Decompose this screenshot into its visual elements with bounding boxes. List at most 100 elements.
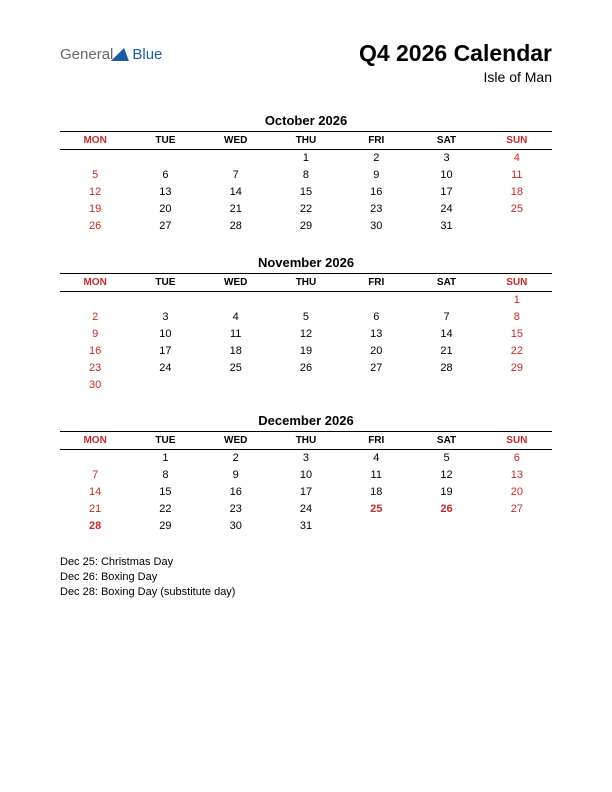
calendar-cell: 23 <box>60 359 130 376</box>
calendar-cell: 30 <box>341 218 411 235</box>
logo-sail-icon <box>111 48 133 61</box>
calendar-cell: 11 <box>482 167 552 184</box>
calendar-cell <box>341 518 411 535</box>
calendar-cell <box>482 518 552 535</box>
calendar-cell: 30 <box>201 518 271 535</box>
calendar-cell: 22 <box>130 501 200 518</box>
calendar-cell: 7 <box>60 467 130 484</box>
weekday-header: SAT <box>411 273 481 291</box>
calendar-cell: 16 <box>201 484 271 501</box>
calendar-cell: 18 <box>341 484 411 501</box>
calendar-cell: 17 <box>130 342 200 359</box>
logo-text-general: General <box>60 46 113 63</box>
weekday-header: TUE <box>130 273 200 291</box>
calendar-cell: 26 <box>411 501 481 518</box>
page-title: Q4 2026 Calendar <box>359 40 552 67</box>
calendar-cell: 2 <box>201 450 271 467</box>
calendar-cell: 6 <box>482 450 552 467</box>
calendar-cell: 9 <box>341 167 411 184</box>
calendar-cell <box>411 518 481 535</box>
calendar-cell: 27 <box>482 501 552 518</box>
calendar-cell <box>482 218 552 235</box>
calendar-row: 262728293031 <box>60 218 552 235</box>
calendar-cell <box>411 376 481 393</box>
calendar-cell: 9 <box>60 325 130 342</box>
calendar-cell: 13 <box>341 325 411 342</box>
calendar-cell: 13 <box>482 467 552 484</box>
calendar-cell: 8 <box>482 308 552 325</box>
month-block: November 2026MONTUEWEDTHUFRISATSUN123456… <box>60 255 552 394</box>
calendar-cell: 8 <box>271 167 341 184</box>
weekday-header: WED <box>201 432 271 450</box>
calendar-cell: 24 <box>130 359 200 376</box>
calendar-cell: 18 <box>482 184 552 201</box>
calendar-cell: 17 <box>411 184 481 201</box>
calendar-cell: 27 <box>341 359 411 376</box>
calendar-cell <box>130 291 200 308</box>
weekday-header: TUE <box>130 132 200 150</box>
calendar-cell: 1 <box>482 291 552 308</box>
header: General Blue Q4 2026 Calendar Isle of Ma… <box>60 40 552 85</box>
calendar-cell: 25 <box>201 359 271 376</box>
holidays-list: Dec 25: Christmas DayDec 26: Boxing DayD… <box>60 555 552 601</box>
calendar-row: 9101112131415 <box>60 325 552 342</box>
calendar-cell: 26 <box>271 359 341 376</box>
calendar-cell: 21 <box>411 342 481 359</box>
weekday-header: THU <box>271 273 341 291</box>
calendar-row: 78910111213 <box>60 467 552 484</box>
calendar-cell: 14 <box>60 484 130 501</box>
calendar-row: 1234 <box>60 150 552 167</box>
logo-text-blue: Blue <box>132 46 162 63</box>
holiday-entry: Dec 26: Boxing Day <box>60 570 552 585</box>
calendar-cell: 1 <box>130 450 200 467</box>
calendar-cell: 16 <box>60 342 130 359</box>
calendar-row: 19202122232425 <box>60 201 552 218</box>
calendar-row: 28293031 <box>60 518 552 535</box>
weekday-header: FRI <box>341 132 411 150</box>
calendar-table: MONTUEWEDTHUFRISATSUN1234567891011121314… <box>60 131 552 235</box>
calendar-cell: 15 <box>130 484 200 501</box>
calendar-cell: 9 <box>201 467 271 484</box>
calendar-cell: 31 <box>271 518 341 535</box>
calendar-cell: 25 <box>341 501 411 518</box>
calendar-cell: 18 <box>201 342 271 359</box>
weekday-header: SUN <box>482 132 552 150</box>
weekday-header: WED <box>201 273 271 291</box>
calendar-cell: 24 <box>271 501 341 518</box>
calendar-cell: 6 <box>130 167 200 184</box>
weekday-header: FRI <box>341 273 411 291</box>
calendar-cell: 2 <box>60 308 130 325</box>
calendar-cell: 3 <box>411 150 481 167</box>
weekday-header: MON <box>60 132 130 150</box>
calendar-cell: 12 <box>411 467 481 484</box>
calendar-cell: 27 <box>130 218 200 235</box>
calendar-cell: 24 <box>411 201 481 218</box>
calendar-row: 2345678 <box>60 308 552 325</box>
calendar-cell <box>60 450 130 467</box>
month-title: November 2026 <box>60 255 552 270</box>
calendar-cell <box>482 376 552 393</box>
calendar-cell: 20 <box>130 201 200 218</box>
calendar-row: 16171819202122 <box>60 342 552 359</box>
calendar-cell: 23 <box>341 201 411 218</box>
calendar-cell <box>341 291 411 308</box>
calendar-cell: 15 <box>271 184 341 201</box>
calendar-cell: 14 <box>201 184 271 201</box>
weekday-header: THU <box>271 132 341 150</box>
calendar-cell: 19 <box>271 342 341 359</box>
page-subtitle: Isle of Man <box>359 69 552 85</box>
title-block: Q4 2026 Calendar Isle of Man <box>359 40 552 85</box>
weekday-header: THU <box>271 432 341 450</box>
weekday-header: MON <box>60 273 130 291</box>
holiday-entry: Dec 28: Boxing Day (substitute day) <box>60 585 552 600</box>
calendar-row: 14151617181920 <box>60 484 552 501</box>
calendar-cell: 28 <box>411 359 481 376</box>
calendar-cell <box>60 150 130 167</box>
calendar-row: 1 <box>60 291 552 308</box>
weekday-header: MON <box>60 432 130 450</box>
calendar-cell: 13 <box>130 184 200 201</box>
calendar-cell: 25 <box>482 201 552 218</box>
calendar-cell: 10 <box>271 467 341 484</box>
calendar-cell: 26 <box>60 218 130 235</box>
weekday-header: FRI <box>341 432 411 450</box>
